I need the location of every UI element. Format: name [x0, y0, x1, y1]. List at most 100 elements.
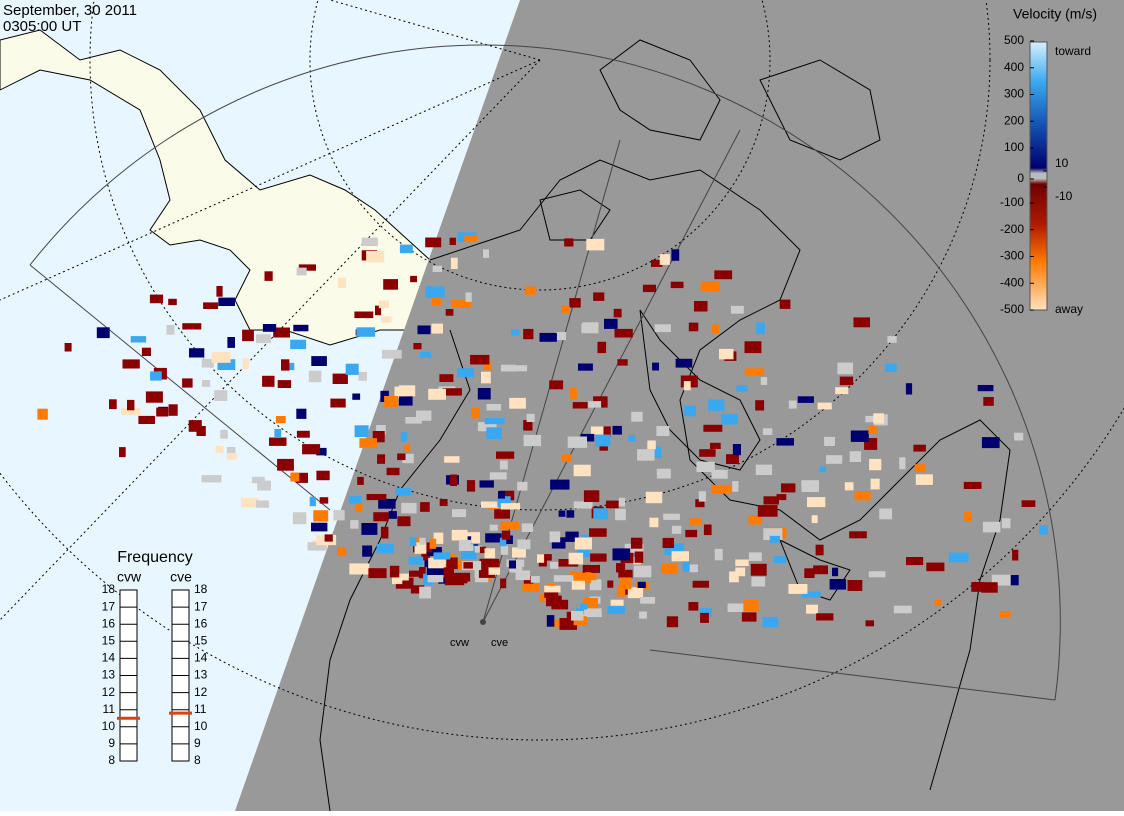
- velocity-cell: [982, 521, 1001, 533]
- velocity-cell: [550, 561, 559, 569]
- velocity-cell: [507, 365, 528, 372]
- velocity-cell: [689, 518, 702, 525]
- velocity-cell: [763, 528, 783, 540]
- velocity-cell: [824, 436, 835, 446]
- velocity-cell: [226, 452, 237, 460]
- velocity-cell: [714, 270, 733, 280]
- site-label: cvw: [450, 637, 469, 649]
- velocity-cell: [913, 444, 926, 452]
- velocity-cell: [308, 370, 322, 383]
- velocity-cell: [470, 354, 490, 365]
- velocity-cell: [662, 537, 674, 548]
- velocity-cell: [217, 359, 236, 370]
- velocity-cell: [64, 343, 72, 352]
- velocity-cell: [649, 517, 659, 528]
- colorbar-tick-label: 500: [1004, 33, 1024, 47]
- frequency-tick-label: 8: [108, 753, 115, 767]
- velocity-cell: [432, 265, 442, 272]
- velocity-cell: [419, 567, 426, 579]
- velocity-cell: [692, 580, 709, 588]
- velocity-cell: [352, 393, 361, 400]
- velocity-cell: [281, 359, 290, 371]
- velocity-cell: [999, 610, 1011, 618]
- velocity-cell: [521, 523, 534, 532]
- velocity-cell: [711, 469, 728, 479]
- colorbar-tick-label: -500: [1000, 302, 1024, 316]
- velocity-cell: [551, 599, 569, 610]
- velocity-cell: [481, 371, 491, 384]
- velocity-cell: [109, 399, 117, 410]
- velocity-cell: [463, 562, 473, 569]
- velocity-cell: [398, 385, 416, 397]
- velocity-cell: [350, 520, 359, 529]
- velocity-cell: [868, 425, 877, 434]
- velocity-cell: [302, 444, 321, 455]
- velocity-cell: [394, 386, 407, 399]
- colorbar-tick-label: 0: [1017, 171, 1024, 185]
- velocity-cell: [854, 491, 871, 501]
- velocity-cell: [695, 499, 705, 508]
- velocity-cell: [523, 328, 534, 340]
- velocity-cell: [330, 398, 346, 408]
- velocity-cell: [380, 526, 389, 539]
- velocity-cell: [552, 619, 562, 627]
- velocity-cell: [512, 547, 526, 558]
- velocity-cell: [168, 298, 177, 306]
- velocity-cell: [375, 305, 382, 316]
- velocity-cell: [572, 402, 588, 409]
- velocity-cell: [832, 567, 839, 577]
- velocity-cell: [500, 545, 509, 555]
- velocity-cell: [392, 573, 409, 585]
- velocity-cell: [751, 576, 766, 587]
- velocity-cell: [977, 385, 994, 392]
- velocity-cell: [376, 425, 386, 435]
- velocity-cell: [242, 358, 249, 369]
- velocity-cell: [819, 466, 826, 473]
- velocity-cell: [726, 454, 739, 464]
- velocity-cell: [720, 414, 738, 425]
- radar-name: cvw: [117, 569, 142, 585]
- velocity-cell: [628, 435, 636, 442]
- velocity-cell: [316, 447, 327, 456]
- velocity-cell: [849, 451, 862, 462]
- velocity-cell: [553, 575, 574, 582]
- frequency-tick-label: 14: [102, 651, 116, 665]
- velocity-cell: [864, 438, 878, 450]
- velocity-cell: [419, 586, 431, 599]
- velocity-cell: [471, 532, 480, 544]
- colorbar-tick-label: -10: [1055, 189, 1073, 203]
- velocity-cell: [444, 456, 460, 463]
- velocity-cell: [654, 324, 671, 333]
- velocity-cell: [478, 566, 495, 578]
- velocity-cell: [688, 602, 699, 611]
- frequency-tick-label: 16: [102, 616, 116, 630]
- colorbar-title: Velocity (m/s): [1013, 6, 1097, 22]
- velocity-cell: [486, 427, 502, 439]
- velocity-cell: [744, 341, 762, 354]
- velocity-cell: [357, 476, 364, 485]
- velocity-cell: [1001, 518, 1011, 529]
- velocity-cell: [637, 449, 655, 461]
- frequency-tick-label: 9: [194, 736, 201, 750]
- velocity-cell: [500, 521, 520, 529]
- velocity-cell: [499, 537, 507, 547]
- velocity-cell: [401, 502, 417, 514]
- velocity-cell: [849, 531, 867, 539]
- velocity-cell: [551, 537, 566, 549]
- velocity-cell: [589, 579, 602, 591]
- velocity-cell: [389, 565, 400, 578]
- velocity-cell: [399, 244, 413, 254]
- velocity-cell: [425, 237, 442, 248]
- velocity-cell: [617, 359, 628, 366]
- velocity-cell: [517, 539, 531, 550]
- velocity-cell: [1010, 575, 1019, 586]
- velocity-cell: [653, 446, 662, 458]
- velocity-cell: [522, 583, 540, 592]
- velocity-cell: [773, 556, 787, 563]
- velocity-cell: [417, 325, 431, 335]
- velocity-cell: [711, 324, 720, 334]
- velocity-cell: [593, 508, 608, 520]
- velocity-cell: [499, 490, 515, 501]
- velocity-cell: [671, 551, 689, 562]
- velocity-cell: [477, 388, 491, 400]
